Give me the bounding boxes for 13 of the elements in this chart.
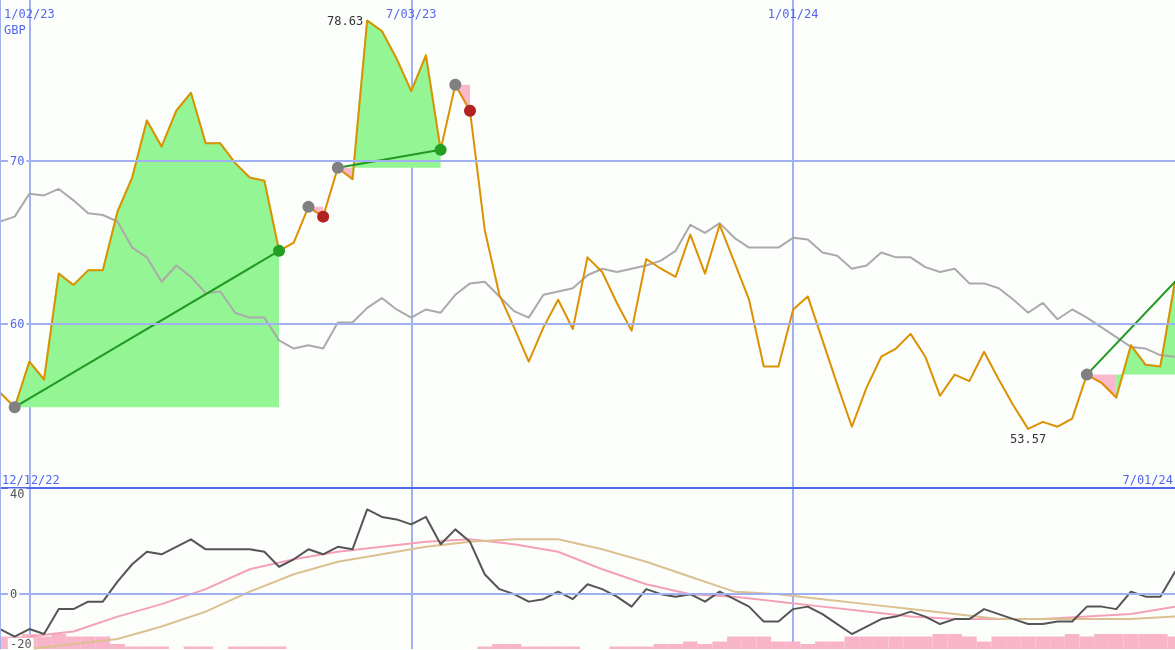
y-axis-title: GBP (4, 23, 26, 37)
annotation: 53.57 (1010, 431, 1047, 446)
x-tick-label: 7/03/23 (385, 7, 437, 21)
y-tick-label: 60 (10, 317, 25, 332)
y-tick-label: -20 (10, 637, 32, 650)
x-tick-label: 1/02/23 (4, 7, 55, 21)
y-tick-label: 70 (10, 154, 25, 169)
annotation: 12/12/22 (2, 473, 60, 487)
annotation: 78.63 (327, 13, 364, 28)
annotation: 7/01/24 (1122, 473, 1174, 487)
y-tick-label: 0 (10, 587, 18, 602)
y-tick-label: 40 (10, 487, 25, 502)
x-tick-label: 1/01/24 (767, 7, 819, 21)
